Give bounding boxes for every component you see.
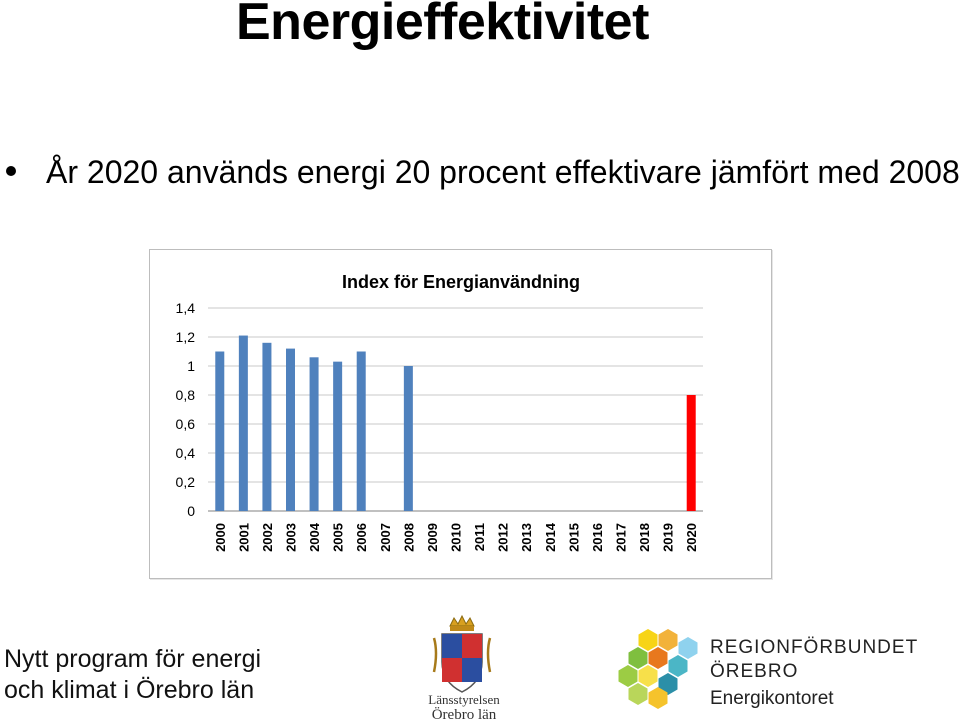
bar-2020: [686, 395, 696, 511]
bullet-dot-icon: [6, 166, 16, 176]
bar-2006: [356, 351, 366, 511]
bar-2005: [333, 361, 343, 511]
region-name-line-2: ÖREBRO: [710, 661, 799, 682]
x-tick-label-2020: 2020: [684, 523, 699, 552]
y-tick-label: 0: [187, 503, 195, 519]
x-tick-label-2007: 2007: [378, 523, 393, 552]
chart-title: Index för Energianvändning: [342, 272, 580, 292]
x-tick-label-2000: 2000: [213, 523, 228, 552]
bar-2001: [238, 335, 248, 511]
y-tick-label: 0,4: [176, 445, 196, 461]
program-line-2: och klimat i Örebro län: [4, 676, 255, 704]
x-tick-label-2008: 2008: [401, 523, 416, 552]
x-tick-label-2018: 2018: [637, 523, 652, 552]
x-tick-label-2013: 2013: [519, 523, 534, 552]
x-tick-label-2004: 2004: [307, 522, 322, 552]
y-tick-label: 1: [187, 358, 195, 374]
x-tick-label-2009: 2009: [425, 523, 440, 552]
x-tick-label-2010: 2010: [449, 523, 464, 552]
x-tick-label-2001: 2001: [236, 523, 251, 552]
y-tick-label: 1,2: [176, 329, 196, 345]
bar-2000: [215, 351, 225, 511]
y-tick-label: 0,6: [176, 416, 196, 432]
bar-2002: [262, 342, 272, 511]
x-tick-label-2012: 2012: [496, 523, 511, 552]
bullet-text: År 2020 används energi 20 procent effekt…: [46, 154, 960, 190]
region-name-line-1: REGIONFÖRBUNDET: [710, 637, 919, 658]
authority-county: Örebro län: [431, 707, 497, 723]
y-tick-label: 0,8: [176, 387, 196, 403]
x-tick-label-2014: 2014: [543, 522, 558, 552]
y-tick-label: 0,2: [176, 474, 196, 490]
x-tick-label-2011: 2011: [472, 523, 487, 551]
energy-index-chart: Index för Energianvändning 0 0,2 0,4 0,6 0,8…: [176, 272, 703, 552]
x-tick-label-2019: 2019: [661, 523, 676, 552]
program-line-1: Nytt program för energi: [4, 645, 262, 673]
x-tick-label-2017: 2017: [614, 523, 629, 552]
x-tick-label-2003: 2003: [284, 523, 299, 552]
x-tick-label-2016: 2016: [590, 523, 605, 552]
x-tick-label-2006: 2006: [354, 523, 369, 552]
bar-2004: [309, 357, 319, 511]
bar-2003: [286, 348, 295, 511]
slide-title: Energieffektivitet: [236, 0, 649, 51]
x-tick-label-2015: 2015: [566, 523, 581, 552]
region-department: Energikontoret: [710, 688, 834, 709]
hexagon-logo-icon: [618, 629, 698, 709]
bar-2008: [403, 366, 413, 511]
program-caption: Nytt program för energi och klimat i Öre…: [4, 644, 261, 706]
x-tick-label-2005: 2005: [331, 523, 346, 552]
y-tick-label: 1,4: [176, 300, 196, 316]
x-tick-label-2002: 2002: [260, 523, 275, 552]
county-crest-icon: [432, 614, 492, 693]
chart-frame: Index för Energianvändning 0 0,2 0,4 0,6 0,8…: [149, 249, 772, 579]
authority-name: Länsstyrelsen: [428, 692, 500, 707]
